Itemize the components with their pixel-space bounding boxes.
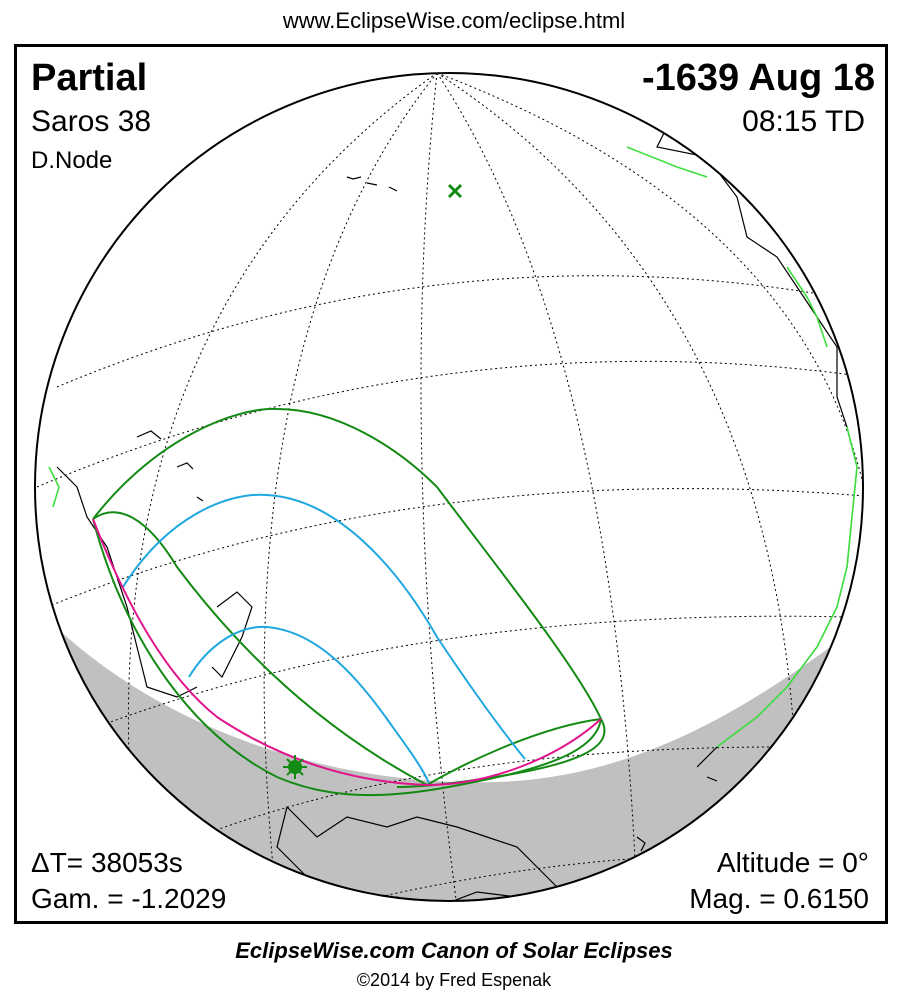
eclipse-type: Partial xyxy=(31,57,148,99)
node-label: D.Node xyxy=(31,147,113,174)
canon-title: EclipseWise.com Canon of Solar Eclipses xyxy=(235,938,673,963)
eclipse-time: 08:15 TD xyxy=(742,105,865,138)
saros-number: Saros 38 xyxy=(31,105,152,138)
penumbra-inner-loop xyxy=(92,511,602,787)
penumbra-outer-limit-south xyxy=(92,518,602,797)
globe-disk xyxy=(35,73,863,901)
altitude-value: Altitude = 0° xyxy=(716,847,869,878)
magnitude-value: Mag. = 0.6150 xyxy=(689,883,869,914)
globe-outline xyxy=(34,72,864,902)
magnitude-curves xyxy=(122,493,526,784)
copyright: ©2014 by Fred Espenak xyxy=(356,970,552,990)
globe-map xyxy=(34,72,864,902)
eclipse-date: -1639 Aug 18 xyxy=(641,57,875,99)
delta-t-value: ΔT= 38053s xyxy=(31,847,183,878)
cross-marker xyxy=(447,183,463,199)
eclipse-map-frame: Partial Saros 38 D.Node -1639 Aug 18 08:… xyxy=(14,44,888,924)
source-url[interactable]: www.EclipseWise.com/eclipse.html xyxy=(282,8,626,33)
sun-star-marker xyxy=(283,755,307,779)
gamma-value: Gam. = -1.2029 xyxy=(31,883,227,914)
